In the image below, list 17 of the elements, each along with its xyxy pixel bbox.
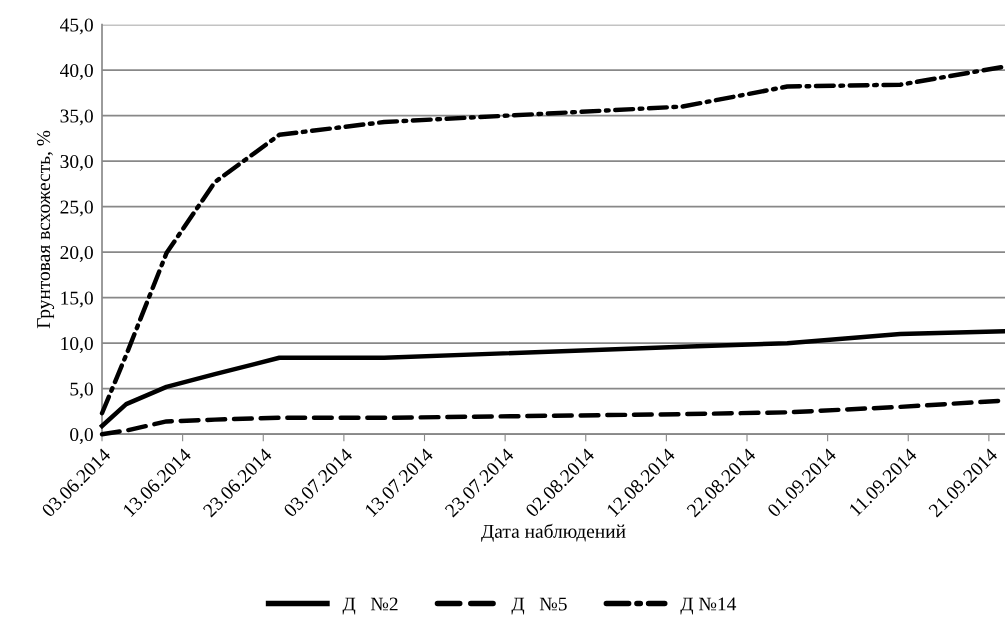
y-tick-label: 45,0	[60, 18, 93, 35]
y-tick-label: 5,0	[70, 382, 93, 399]
x-axis-title: Дата наблюдений	[481, 523, 626, 542]
legend-label: Д №14	[680, 597, 737, 615]
y-axis-title: Грунтовая всхожесть, %	[36, 130, 55, 329]
y-tick-label: 25,0	[60, 200, 93, 217]
y-tick-label: 35,0	[60, 109, 93, 126]
y-tick-label: 15,0	[61, 291, 93, 308]
y-tick-label: 30,0	[60, 154, 93, 171]
legend-label: Д №5	[511, 597, 567, 615]
line-series	[99, 329, 1005, 429]
y-tick-label: 0,0	[70, 428, 93, 444]
y-tick-label: 40,0	[60, 63, 93, 80]
y-tick-label: 20,0	[60, 245, 93, 262]
line-series	[99, 64, 1005, 416]
legend-label: Д №2	[342, 597, 398, 615]
y-tick-label: 10,0	[61, 336, 93, 353]
